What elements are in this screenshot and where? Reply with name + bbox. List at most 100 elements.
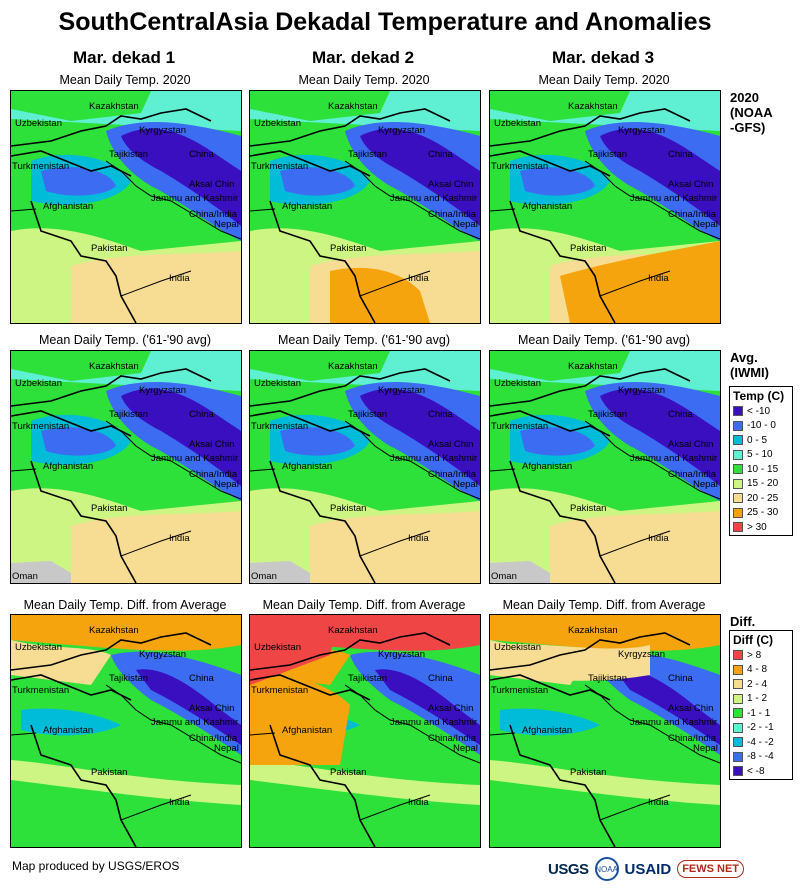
map-label-tajikistan: Tajikistan [109,149,148,160]
legend-label: 1 - 2 [747,693,768,705]
map-label-china-india: China/India [668,733,717,744]
country-border [344,684,480,764]
legend-label: 4 - 8 [747,664,768,676]
map-color-zone [11,91,151,121]
map-label-uzbekistan: Uzbekistan [494,118,541,129]
legend-item: > 30 [730,520,792,535]
map-subtitle-2020-dekad-2: Mean Daily Temp. 2020 [298,73,430,87]
map-label-china: China [189,673,215,684]
legend-label: -1 - 1 [747,707,771,719]
map-label-aksai-chin: Aksai Chin [189,703,234,714]
map-panel-diff-dekad-3: Kazakhstan Uzbekistan Kyrgyzstan Tajikistan… [489,614,721,848]
map-label-afghanistan: Afghanistan [522,725,572,736]
country-border [120,270,192,297]
legend-item: 10 - 15 [730,462,792,477]
legend-swatch [733,478,743,489]
map-label-uzbekistan: Uzbekistan [254,378,301,389]
country-border [599,530,671,557]
map-panel-2020-dekad-3: Kazakhstan Uzbekistan Kyrgyzstan Tajikistan… [489,90,721,324]
legend-item: 4 - 8 [730,663,792,678]
map-panel-diff-dekad-1: Kazakhstan Uzbekistan Kyrgyzstan Tajikistan… [10,614,242,848]
map-label-china-india: China/India [189,209,238,220]
legend-label: 15 - 20 [747,478,779,490]
map-label-jammu-kashmir: Jammu and Kashmir [630,193,717,204]
map-label-kazakhstan: Kazakhstan [89,625,139,636]
usgs-logo: USGS [548,860,589,878]
country-border [490,674,611,701]
legend-label: < -8 [747,765,765,777]
map-color-zone [400,351,480,373]
map-image: Kazakhstan Uzbekistan Kyrgyzstan Tajikistan… [11,91,241,323]
map-label-china: China [189,409,215,420]
legend-label: -2 - -1 [747,722,774,734]
map-label-aksai-chin: Aksai Chin [428,703,473,714]
row-label-avg: Avg. (IWMI) [730,350,769,380]
country-border [509,200,616,323]
oman-no-data-area [11,561,71,583]
map-label-india: India [169,273,190,284]
agency-logos: USGS NOAA USAID FEWS NET [548,857,745,881]
map-subtitle-avg-dekad-2: Mean Daily Temp. ('61-'90 avg) [278,333,450,347]
map-label-kazakhstan: Kazakhstan [568,361,618,372]
country-border [509,724,616,847]
map-label-afghanistan: Afghanistan [43,725,93,736]
map-color-zone [490,351,630,381]
country-border [11,208,37,212]
map-label-india: India [648,797,669,808]
map-color-zone [600,128,720,226]
country-border [250,632,451,671]
map-label-kyrgyzstan: Kyrgyzstan [378,385,425,396]
map-label-pakistan: Pakistan [91,767,127,778]
map-label-uzbekistan: Uzbekistan [15,642,62,653]
map-label-turkmenistan: Turkmenistan [251,161,308,172]
map-panel-diff-dekad-2: Kazakhstan Uzbekistan Kyrgyzstan Tajikistan… [249,614,481,848]
map-label-turkmenistan: Turkmenistan [491,161,548,172]
country-border [490,468,516,472]
country-border [11,732,37,736]
map-label-india: India [408,273,429,284]
country-border [359,794,431,821]
country-border [490,410,611,437]
map-label-pakistan: Pakistan [330,243,366,254]
country-border [11,410,132,437]
country-border [250,732,276,736]
map-color-zone [375,669,480,745]
legend-label: 10 - 15 [747,463,779,475]
map-label-china-india: China/India [668,469,717,480]
map-image: Kazakhstan Uzbekistan Kyrgyzstan Tajikistan… [490,615,720,847]
map-label-aksai-chin: Aksai Chin [668,703,713,714]
country-border [105,420,241,500]
temp-legend-title: Temp (C) [733,389,785,403]
map-color-zone [560,241,720,323]
map-label-china: China [668,409,694,420]
map-color-zone [21,708,121,736]
map-label-tajikistan: Tajikistan [348,673,387,684]
map-image: Kazakhstan Uzbekistan Kyrgyzstan Tajikistan… [250,91,480,323]
map-label-turkmenistan: Turkmenistan [491,685,548,696]
map-label-oman: Oman [491,571,517,582]
map-image: Kazakhstan Uzbekistan Kyrgyzstan Tajikistan… [250,615,480,847]
legend-swatch [733,493,743,504]
country-border [599,794,671,821]
country-border [490,732,516,736]
map-label-uzbekistan: Uzbekistan [254,118,301,129]
map-label-kazakhstan: Kazakhstan [328,101,378,112]
map-label-uzbekistan: Uzbekistan [15,378,62,389]
fews-net-logo: FEWS NET [677,860,745,878]
legend-swatch [733,679,743,690]
legend-label: 2 - 4 [747,678,768,690]
map-label-kyrgyzstan: Kyrgyzstan [618,385,665,396]
map-label-jammu-kashmir: Jammu and Kashmir [151,717,238,728]
map-color-zone [71,511,241,583]
map-subtitle-avg-dekad-1: Mean Daily Temp. ('61-'90 avg) [39,333,211,347]
country-border [105,684,241,764]
country-border [250,468,276,472]
country-border [11,368,212,407]
legend-swatch [733,507,743,518]
map-label-nepal: Nepal [453,743,478,754]
legend-label: -10 - 0 [747,420,776,432]
legend-item: -8 - -4 [730,750,792,765]
legend-item: > 8 [730,648,792,663]
map-label-kyrgyzstan: Kyrgyzstan [378,125,425,136]
map-color-zone [310,511,480,583]
